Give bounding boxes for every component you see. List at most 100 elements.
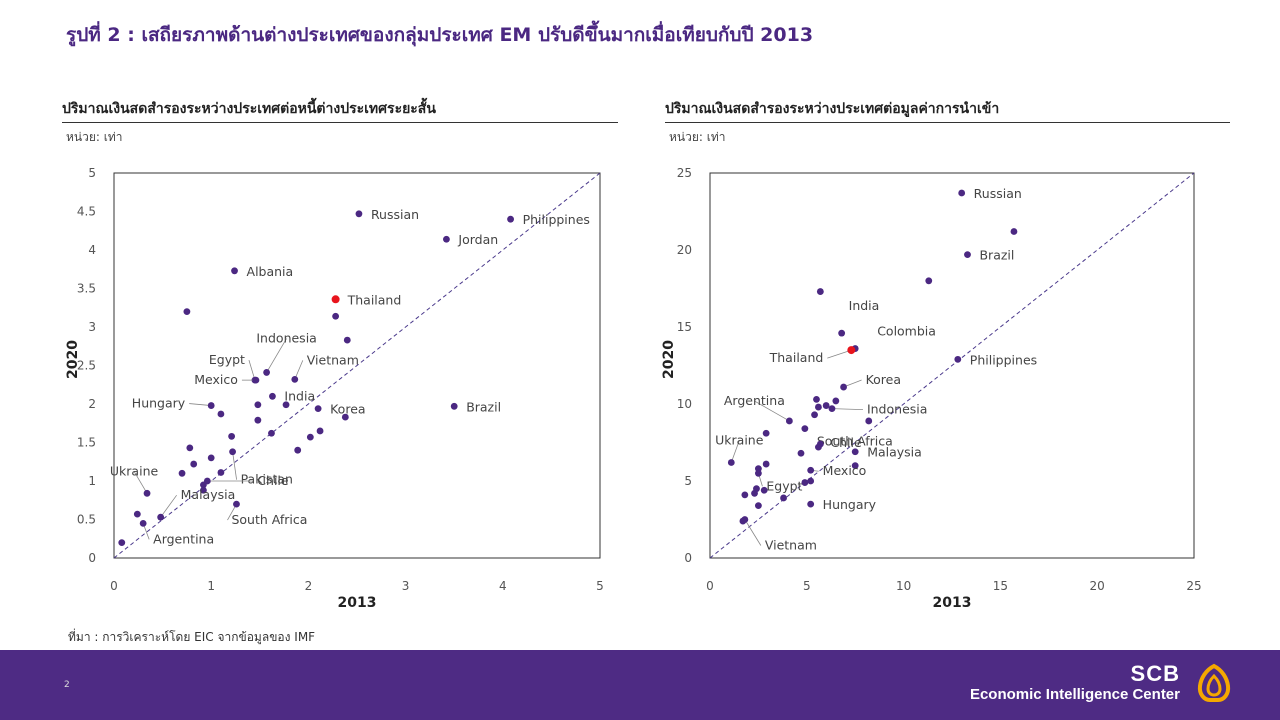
x-axis-label: 2013	[933, 595, 972, 611]
y-tick-label: 15	[677, 320, 692, 334]
data-point	[807, 466, 815, 474]
y-tick-label: 4.5	[77, 205, 96, 219]
point-label: Malaysia	[867, 445, 922, 460]
data-point	[268, 429, 275, 437]
y-tick-label: 2.5	[77, 359, 96, 373]
data-point	[291, 375, 299, 383]
x-tick-label: 25	[1186, 579, 1201, 593]
point-label: Egypt	[209, 352, 245, 367]
point-label: Thailand	[347, 292, 402, 307]
title-rule	[62, 122, 618, 123]
point-label: Korea	[330, 402, 365, 417]
point-label: Russian	[974, 186, 1022, 201]
data-point	[443, 235, 450, 243]
point-label: Mexico	[823, 463, 867, 478]
y-tick-label: 1.5	[77, 436, 96, 450]
data-point	[755, 469, 762, 477]
data-point	[306, 433, 314, 441]
y-tick-label: 3	[88, 320, 96, 334]
data-point	[252, 376, 260, 384]
y-tick-label: 1	[88, 474, 96, 488]
data-point	[822, 402, 830, 409]
plot-frame	[113, 172, 601, 559]
data-point	[233, 500, 240, 508]
data-point	[762, 429, 770, 437]
point-label: Pakistan	[241, 472, 293, 487]
data-point	[139, 519, 147, 527]
x-axis-label: 2013	[338, 595, 377, 611]
point-label: Egypt	[766, 478, 802, 493]
point-label: Brazil	[979, 248, 1014, 263]
data-point	[925, 277, 933, 285]
data-point	[263, 369, 271, 376]
point-label: Ukraine	[110, 463, 159, 478]
data-point	[343, 336, 351, 344]
point-label: Vietnam	[307, 352, 359, 367]
y-tick-label: 2	[88, 397, 96, 411]
y-tick-label: 4	[88, 243, 96, 257]
data-point	[755, 502, 762, 510]
brand-subtitle: Economic Intelligence Center	[969, 686, 1180, 703]
highlight-point	[847, 346, 856, 355]
leader-line	[248, 360, 256, 381]
chart-imports: ปริมาณเงินสดสำรองระหว่างประเทศต่อมูลค่าก…	[661, 92, 1231, 612]
leader-line	[232, 451, 237, 480]
point-label: Philippines	[970, 352, 1037, 367]
y-tick-label: 20	[677, 243, 692, 257]
source-note: ที่มา : การวิเคราะห์โดย EIC จากข้อมูลของ…	[68, 630, 316, 644]
data-point	[797, 449, 805, 457]
y-tick-label: 0	[684, 551, 692, 565]
chart-title: ปริมาณเงินสดสำรองระหว่างประเทศต่อมูลค่าก…	[665, 101, 1000, 117]
data-point	[186, 444, 194, 452]
page-number: 2	[64, 680, 70, 690]
scatter-plot: 0 5 10 15 20 25 0 5 10 15 20 25 2013 2020 Russian Brazi…	[661, 166, 1202, 611]
highlight-point	[331, 295, 340, 304]
x-tick-label: 1	[207, 579, 215, 593]
data-point	[200, 486, 207, 494]
point-label: Thailand	[769, 350, 824, 365]
x-tick-label: 15	[993, 579, 1008, 593]
x-tick-label: 20	[1090, 579, 1105, 593]
point-label: Chile	[257, 473, 289, 488]
data-point	[816, 288, 824, 295]
y-tick-label: 0	[88, 551, 96, 565]
x-tick-label: 2	[305, 579, 313, 593]
plot-frame	[709, 172, 1195, 559]
data-point	[207, 402, 215, 409]
y-axis-label: 2020	[65, 340, 81, 379]
point-label: Jordan	[457, 232, 498, 247]
point-label: Chile	[830, 435, 862, 450]
data-point	[807, 500, 815, 508]
brand-text: SCB Economic Intelligence Center	[970, 662, 1180, 704]
point-label: South Africa	[817, 434, 893, 449]
data-point	[851, 448, 859, 456]
data-point	[954, 355, 962, 363]
data-point	[355, 210, 363, 218]
brand-name: SCB	[1130, 661, 1180, 686]
x-tick-label: 0	[706, 579, 714, 593]
data-point	[229, 448, 236, 456]
data-point	[828, 405, 836, 413]
data-point	[807, 477, 815, 485]
data-point	[254, 401, 262, 409]
data-point	[228, 432, 236, 440]
data-point	[118, 539, 126, 546]
point-label: Vietnam	[765, 538, 817, 553]
leader-line	[730, 440, 740, 463]
data-point	[964, 251, 971, 259]
data-point	[760, 486, 768, 494]
x-tick-label: 5	[596, 579, 604, 593]
data-point	[178, 469, 186, 477]
data-point	[1010, 228, 1018, 235]
data-point	[316, 427, 324, 435]
point-label: Ukraine	[715, 433, 764, 448]
data-point	[183, 308, 191, 315]
data-point	[143, 489, 151, 497]
point-label: Russian	[371, 207, 419, 222]
data-point	[762, 460, 770, 468]
data-point	[450, 402, 458, 410]
leader-line	[294, 360, 304, 380]
y-tick-label: 5	[88, 166, 96, 180]
y-tick-label: 25	[677, 166, 692, 180]
unit-label: หน่วย: เท่า	[669, 130, 726, 144]
